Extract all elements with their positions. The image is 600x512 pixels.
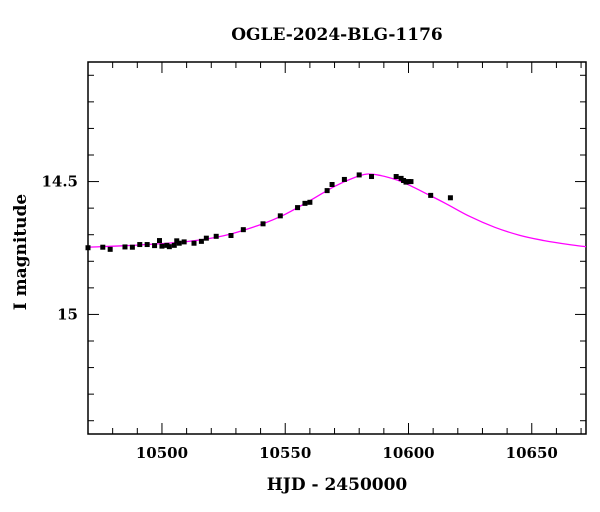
x-tick-label: 10650 xyxy=(506,444,558,462)
y-axis-label: I magnitude xyxy=(11,194,31,311)
axis-tick-labels: 10500105501060010650107014.515 xyxy=(41,173,558,462)
data-point xyxy=(302,200,308,206)
data-points xyxy=(85,172,453,252)
data-point xyxy=(166,244,172,250)
plot-area xyxy=(85,172,587,252)
y-tick-label: 14.5 xyxy=(41,173,78,191)
data-point xyxy=(356,172,362,178)
data-point xyxy=(129,244,135,250)
data-point xyxy=(144,242,150,248)
x-tick-label: 10550 xyxy=(259,444,311,462)
data-point xyxy=(85,245,91,251)
data-point xyxy=(277,213,283,219)
model-curve xyxy=(87,173,587,248)
data-point xyxy=(107,246,113,252)
data-point xyxy=(428,192,434,198)
data-point xyxy=(369,174,375,180)
data-point xyxy=(156,238,162,244)
data-point xyxy=(176,240,182,246)
x-tick-label: 10500 xyxy=(136,444,188,462)
data-point xyxy=(324,188,330,194)
data-point xyxy=(100,244,106,250)
data-point xyxy=(393,174,399,180)
data-point xyxy=(228,233,234,239)
x-tick-label: 10600 xyxy=(382,444,434,462)
x-axis-label: HJD - 2450000 xyxy=(267,475,408,495)
data-point xyxy=(408,179,414,185)
data-point xyxy=(341,176,347,182)
data-point xyxy=(307,199,313,205)
data-point xyxy=(122,244,128,250)
data-point xyxy=(152,243,158,249)
data-point xyxy=(329,181,335,187)
y-tick-label: 15 xyxy=(57,305,78,323)
axis-ticks xyxy=(88,62,586,434)
chart-title: OGLE-2024-BLG-1176 xyxy=(231,25,443,45)
data-point xyxy=(137,242,143,248)
data-point xyxy=(295,205,301,211)
data-point xyxy=(198,238,204,244)
data-point xyxy=(240,227,246,233)
data-point xyxy=(213,233,219,239)
data-point xyxy=(171,242,177,248)
data-point xyxy=(181,239,187,245)
data-point xyxy=(191,240,197,246)
data-point xyxy=(447,195,453,201)
data-point xyxy=(203,235,209,241)
data-point xyxy=(260,221,266,227)
data-point xyxy=(159,243,165,249)
